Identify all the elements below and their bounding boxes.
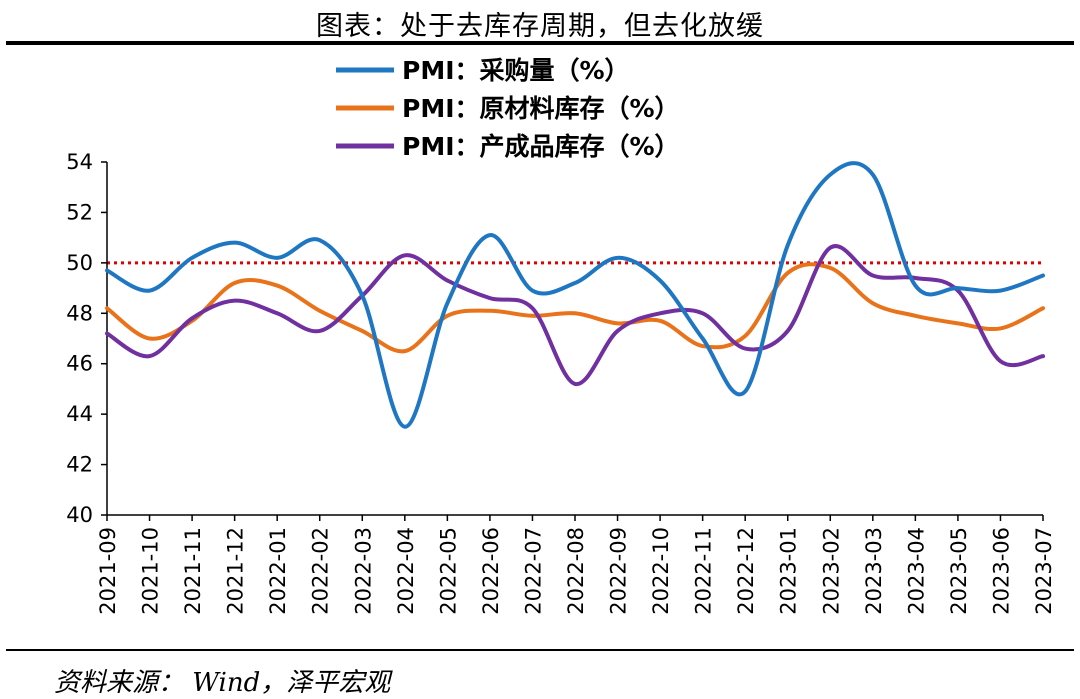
x-tick-label: 2022-01	[266, 527, 290, 615]
x-tick-label: 2023-04	[904, 527, 928, 615]
y-tick-label: 44	[66, 402, 93, 426]
x-tick-label: 2022-03	[351, 527, 375, 615]
series-line-raw-inventory	[105, 262, 1045, 354]
source-rule	[6, 649, 1074, 651]
y-tick-label: 40	[66, 503, 93, 527]
x-tick-label: 2023-07	[1032, 527, 1056, 615]
title-rule	[6, 41, 1074, 45]
x-tick-label: 2022-02	[309, 527, 333, 615]
x-tick-label: 2021-12	[224, 527, 248, 615]
pmi-line-chart: 40 42 44 46 48 50 52 54 2021-09 2021-10 2021-11 202…	[66, 56, 1056, 615]
y-tick-label: 42	[66, 453, 93, 477]
series-line-finished-inventory	[105, 244, 1045, 386]
legend: PMI：采购量（%） PMI：原材料库存（%） PMI：产成品库存（%）	[336, 56, 680, 161]
legend-label-purchase: PMI：采购量（%）	[402, 56, 630, 85]
x-tick-label: 2022-04	[394, 527, 418, 615]
x-tick-label: 2022-10	[649, 527, 673, 615]
series-layer	[105, 161, 1045, 429]
x-tick-label: 2023-02	[819, 527, 843, 615]
y-tick-label: 48	[66, 301, 93, 325]
y-tick-label: 52	[66, 200, 93, 224]
x-tick-label: 2022-06	[479, 527, 503, 615]
x-tick-label: 2023-01	[777, 527, 801, 615]
axes: 40 42 44 46 48 50 52 54 2021-09 2021-10 2021-11 202…	[66, 150, 1056, 615]
y-tick-label: 54	[66, 150, 93, 174]
x-tick-label: 2022-09	[607, 527, 631, 615]
x-tick-label: 2023-03	[862, 527, 886, 615]
x-tick-label: 2022-11	[692, 527, 716, 615]
legend-label-finished-inventory: PMI：产成品库存（%）	[402, 132, 680, 161]
x-tick-label: 2022-08	[564, 527, 588, 615]
x-tick-label: 2023-06	[989, 527, 1013, 615]
chart-title: 图表：处于去库存周期，但去化放缓	[316, 11, 764, 42]
series-line-purchase	[105, 161, 1045, 429]
x-tick-label: 2021-09	[96, 527, 120, 615]
x-tick-label: 2022-07	[521, 527, 545, 615]
x-tick-label: 2021-11	[181, 527, 205, 615]
x-tick-label: 2022-05	[436, 527, 460, 615]
legend-label-raw-inventory: PMI：原材料库存（%）	[402, 94, 680, 123]
x-tick-label: 2021-10	[139, 527, 163, 615]
y-tick-label: 50	[66, 251, 93, 275]
y-tick-label: 46	[66, 352, 93, 376]
x-tick-label: 2022-12	[734, 527, 758, 615]
source-note: 资料来源： Wind，泽平宏观	[54, 668, 391, 698]
x-tick-label: 2023-05	[947, 527, 971, 615]
